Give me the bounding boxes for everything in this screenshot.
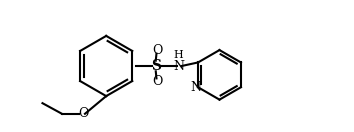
- Text: N: N: [191, 81, 202, 94]
- Text: O: O: [152, 44, 163, 57]
- Text: S: S: [151, 59, 161, 73]
- Text: O: O: [152, 75, 163, 88]
- Text: O: O: [78, 107, 88, 120]
- Text: H: H: [174, 50, 184, 60]
- Text: N: N: [173, 60, 184, 72]
